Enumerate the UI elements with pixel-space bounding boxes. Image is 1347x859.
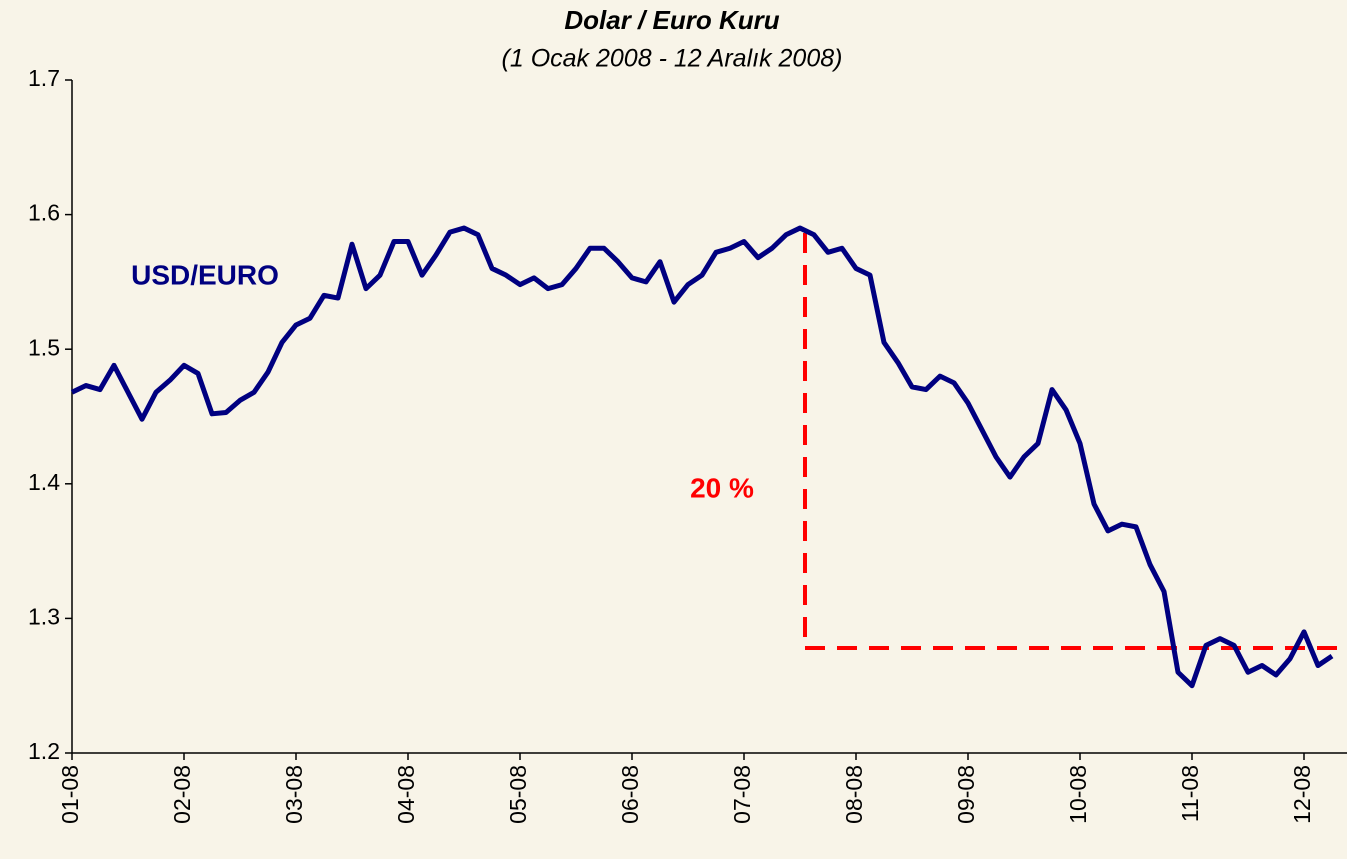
y-tick-label: 1.6 bbox=[28, 200, 60, 226]
x-tick-label: 07-08 bbox=[729, 765, 755, 824]
series-label: USD/EURO bbox=[131, 259, 279, 290]
y-tick-label: 1.2 bbox=[28, 738, 60, 764]
x-tick-label: 04-08 bbox=[393, 765, 419, 824]
x-tick-label: 12-08 bbox=[1289, 765, 1315, 824]
chart-subtitle: (1 Ocak 2008 - 12 Aralık 2008) bbox=[502, 45, 843, 73]
chart-title: Dolar / Euro Kuru bbox=[564, 5, 779, 35]
x-tick-label: 05-08 bbox=[505, 765, 531, 824]
y-tick-label: 1.4 bbox=[28, 469, 60, 495]
x-tick-label: 09-08 bbox=[953, 765, 979, 824]
y-tick-label: 1.5 bbox=[28, 334, 60, 360]
change-label: 20 % bbox=[690, 472, 754, 503]
x-tick-label: 10-08 bbox=[1065, 765, 1091, 824]
x-tick-label: 08-08 bbox=[841, 765, 867, 824]
x-tick-label: 11-08 bbox=[1177, 765, 1203, 822]
x-tick-label: 03-08 bbox=[281, 765, 307, 824]
x-tick-label: 02-08 bbox=[169, 765, 195, 824]
y-tick-label: 1.7 bbox=[28, 65, 60, 91]
y-tick-label: 1.3 bbox=[28, 603, 60, 629]
series-line bbox=[70, 225, 1334, 689]
x-tick-label: 01-08 bbox=[57, 765, 83, 824]
x-tick-label: 06-08 bbox=[617, 765, 643, 824]
